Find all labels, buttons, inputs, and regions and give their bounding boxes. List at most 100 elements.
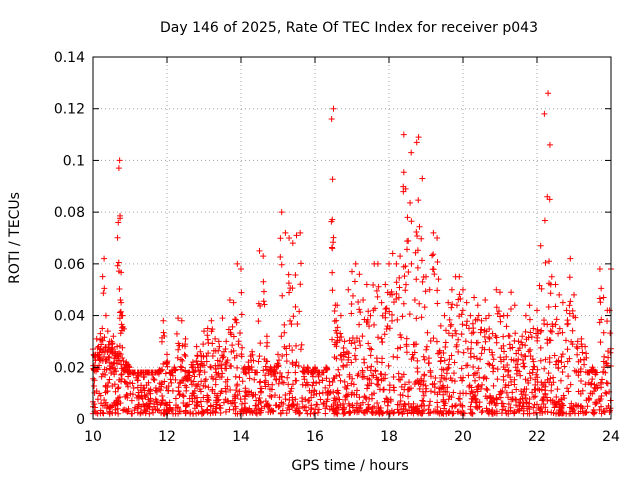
data-point (256, 409, 263, 416)
data-point (204, 332, 211, 339)
data-point (402, 263, 409, 270)
data-point (396, 284, 403, 291)
data-point (177, 363, 184, 370)
data-point (222, 408, 229, 415)
data-point (445, 361, 452, 368)
data-point (422, 388, 429, 395)
data-point (534, 307, 540, 314)
data-point (106, 408, 113, 415)
data-point (238, 289, 245, 296)
data-point (367, 352, 374, 359)
data-point (279, 292, 286, 299)
data-point (430, 335, 437, 342)
data-point (524, 377, 531, 384)
data-point (600, 368, 607, 375)
data-point (189, 398, 196, 405)
data-point (489, 362, 496, 369)
data-point (540, 381, 547, 388)
data-point (557, 377, 564, 384)
data-point (324, 396, 331, 403)
data-point (477, 356, 484, 363)
data-point (492, 332, 499, 339)
data-point (383, 395, 390, 402)
data-point (325, 388, 332, 395)
data-point (575, 388, 582, 395)
data-point (156, 385, 163, 392)
data-point (426, 402, 433, 409)
data-point (579, 349, 586, 356)
data-point (449, 301, 456, 308)
data-point (351, 278, 358, 285)
data-point (551, 352, 558, 359)
data-point (182, 335, 189, 342)
data-point (251, 376, 258, 383)
data-point (442, 327, 449, 334)
data-point (341, 404, 348, 411)
data-point (214, 357, 221, 364)
data-point (293, 377, 300, 384)
data-point (449, 403, 456, 410)
data-point (232, 316, 239, 323)
data-point (262, 372, 269, 379)
data-point (542, 356, 549, 363)
data-point (123, 380, 130, 387)
data-point (508, 396, 515, 403)
data-point (467, 312, 474, 319)
data-point (114, 343, 121, 350)
data-point (530, 325, 537, 332)
data-point (345, 391, 352, 398)
data-point (408, 218, 415, 225)
data-point (172, 376, 179, 383)
data-point (587, 390, 594, 397)
data-point (345, 286, 352, 293)
data-point (210, 409, 217, 416)
data-point (513, 350, 520, 357)
data-point (415, 380, 422, 387)
data-point (527, 329, 534, 336)
data-point (286, 396, 293, 403)
data-point (233, 387, 240, 394)
data-point (509, 344, 516, 351)
data-point (521, 386, 528, 393)
data-point (302, 396, 309, 403)
data-point (117, 308, 124, 315)
data-point (450, 389, 457, 396)
data-point (260, 367, 267, 374)
data-point (511, 337, 518, 344)
data-point (388, 288, 395, 295)
data-point (292, 396, 299, 403)
data-point (400, 371, 407, 378)
data-point (204, 398, 211, 405)
data-point (413, 315, 420, 322)
data-point (278, 209, 285, 216)
data-point (375, 283, 382, 290)
data-point (172, 395, 179, 402)
data-point (501, 348, 508, 355)
x-tick-label: 16 (306, 429, 324, 445)
data-point (430, 266, 437, 273)
data-point (248, 363, 255, 370)
data-point (285, 369, 292, 376)
data-point (395, 294, 402, 301)
data-point (160, 329, 167, 336)
y-tick-label: 0.08 (54, 205, 85, 221)
data-point (340, 400, 347, 407)
data-point (311, 388, 318, 395)
data-point (475, 365, 482, 372)
data-point (289, 240, 296, 247)
data-point (352, 356, 359, 363)
data-point (292, 362, 299, 369)
data-point (552, 281, 559, 288)
data-point (467, 406, 474, 413)
data-point (211, 390, 218, 397)
data-point (363, 281, 370, 288)
data-point (135, 389, 142, 396)
data-point (436, 347, 443, 354)
data-point (279, 379, 286, 386)
data-point (486, 325, 493, 332)
data-point (538, 327, 545, 334)
data-point (514, 367, 521, 374)
data-point (456, 273, 463, 280)
data-point (297, 281, 304, 288)
data-point (560, 392, 567, 399)
